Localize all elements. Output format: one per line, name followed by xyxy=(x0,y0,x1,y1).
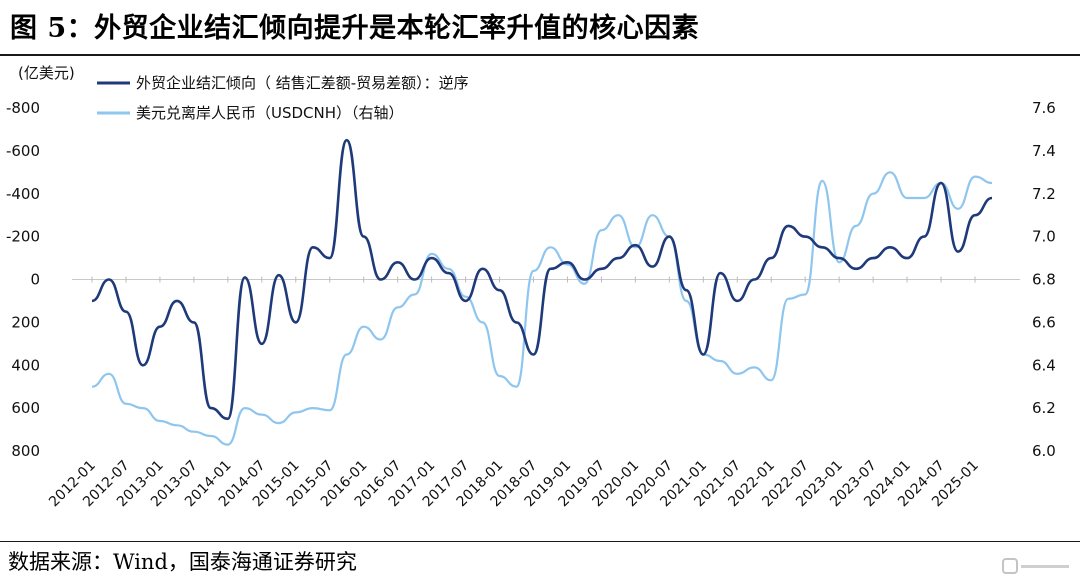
y-left-tick-label: 400 xyxy=(11,356,40,374)
gelonghui-logo-icon xyxy=(1002,555,1074,577)
legend-label-series-2: 美元兑离岸人民币（USDCNH）（右轴） xyxy=(136,104,404,122)
y-right-tick-label: 7.2 xyxy=(1032,185,1056,203)
y-right-tick-label: 6.4 xyxy=(1032,356,1056,374)
y-right-tick-label: 6.2 xyxy=(1032,399,1056,417)
y-right-tick-label: 7.6 xyxy=(1032,99,1056,117)
y-left-tick-label: 800 xyxy=(11,442,40,460)
series-line-fx-settlement-propensity xyxy=(91,138,993,421)
y-left-tick-label: 200 xyxy=(11,313,40,331)
y-left-tick-label: -600 xyxy=(6,142,40,160)
figure-title: 图 5：外贸企业结汇倾向提升是本轮汇率升值的核心因素 xyxy=(10,13,700,44)
y-left-tick-label: -400 xyxy=(6,185,40,203)
source-divider xyxy=(0,541,1080,542)
y-right-tick-label: 6.8 xyxy=(1032,271,1056,289)
y-left-tick-label: -200 xyxy=(6,228,40,246)
series-line-usdcnh xyxy=(91,171,993,446)
y-left-tick-label: 0 xyxy=(30,271,40,289)
title-divider xyxy=(0,54,1080,56)
y-left-tick-label: -800 xyxy=(6,99,40,117)
y-right-tick-label: 6.6 xyxy=(1032,313,1056,331)
y-axis-unit-label: (亿美元) xyxy=(18,64,75,82)
y-right-tick-label: 7.0 xyxy=(1032,228,1056,246)
y-right-tick-label: 6.0 xyxy=(1032,442,1056,460)
source-note: 数据来源：Wind，国泰海通证券研究 xyxy=(8,550,357,574)
y-right-tick-label: 7.4 xyxy=(1032,142,1056,160)
y-left-tick-label: 600 xyxy=(11,399,40,417)
legend-label-series-1: 外贸企业结汇倾向（ 结售汇差额-贸易差额）：逆序 xyxy=(136,74,469,92)
line-chart: -800 -600 -400 -200 0 200 400 600 800 6.0 6.2 6.4 6… xyxy=(6,64,1056,510)
